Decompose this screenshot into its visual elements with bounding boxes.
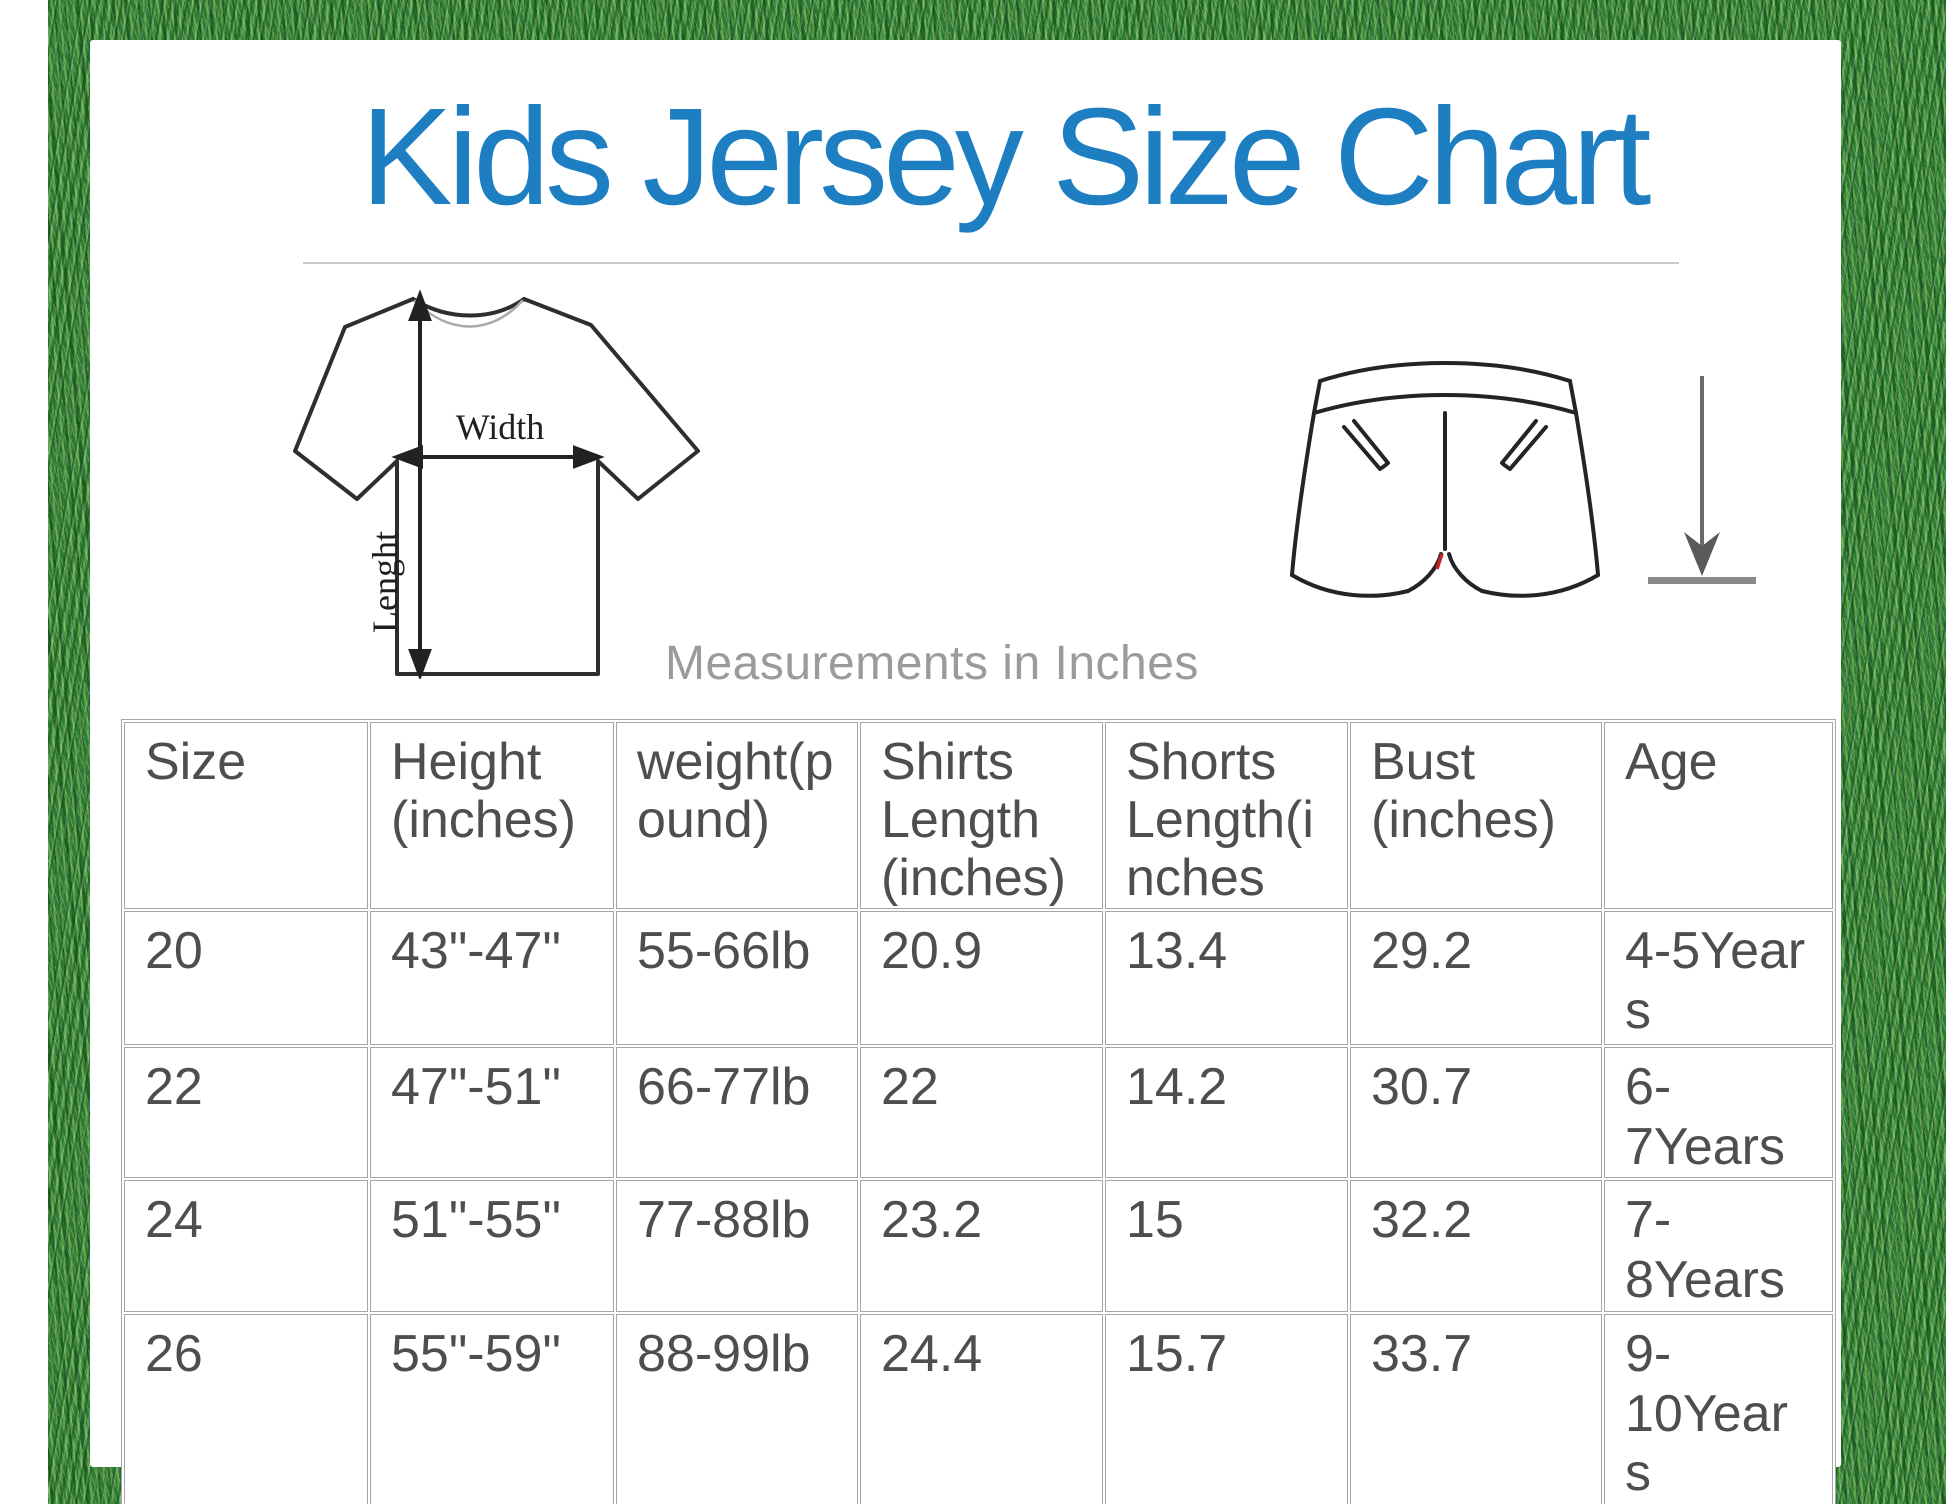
table-cell: 47"-51" bbox=[370, 1046, 614, 1179]
chart-card: Kids Jersey Size Chart Width Lengh bbox=[90, 40, 1841, 1504]
table-cell: 43"-47" bbox=[370, 910, 614, 1045]
table-cell: 33.7 bbox=[1350, 1313, 1602, 1504]
table-cell: 22 bbox=[124, 1046, 368, 1179]
table-cell: 22 bbox=[860, 1046, 1103, 1179]
column-header: Bust (inches) bbox=[1350, 722, 1602, 909]
measurements-note: Measurements in Inches bbox=[665, 637, 1199, 690]
column-header: weight(p ound) bbox=[616, 722, 858, 909]
table-row: 26 55"-59" 88-99lb 24.4 15.7 33.7 9-10Year s bbox=[124, 1313, 1833, 1504]
table-cell: 51"-55" bbox=[370, 1180, 614, 1312]
column-header: Shirts Length (inches) bbox=[860, 722, 1103, 909]
size-table: Size Height (inches) weight(p ound) Shirts … bbox=[121, 719, 1836, 1504]
table-header-row: Size Height (inches) weight(p ound) Shirts … bbox=[124, 722, 1833, 909]
table-cell: 6-7Years bbox=[1604, 1046, 1833, 1179]
table-cell: 7-8Years bbox=[1604, 1180, 1833, 1312]
table-cell: 66-77lb bbox=[616, 1046, 858, 1179]
column-header: Size bbox=[124, 722, 368, 909]
table-cell: 20 bbox=[124, 910, 368, 1045]
column-header: Age bbox=[1604, 722, 1833, 909]
table-cell: 13.4 bbox=[1105, 910, 1348, 1045]
shirt-width-label: Width bbox=[456, 407, 545, 447]
shorts-red-seam-mark bbox=[1435, 553, 1444, 570]
left-margin-strip bbox=[0, 0, 48, 1504]
table-cell: 20.9 bbox=[860, 910, 1103, 1045]
page-title: Kids Jersey Size Chart bbox=[360, 80, 1652, 234]
table-cell: 55-66lb bbox=[616, 910, 858, 1045]
length-arrow-icon bbox=[1648, 376, 1756, 584]
table-row: 24 51"-55" 77-88lb 23.2 15 32.2 7-8Years bbox=[124, 1180, 1833, 1312]
table-cell: 26 bbox=[124, 1313, 368, 1504]
table-cell: 88-99lb bbox=[616, 1313, 858, 1504]
table-body: 20 43"-47" 55-66lb 20.9 13.4 29.2 4-5Year s 22 4… bbox=[124, 910, 1833, 1504]
shirt-length-label: Lenght bbox=[365, 531, 405, 633]
table-cell: 24.4 bbox=[860, 1313, 1103, 1504]
table-cell: 32.2 bbox=[1350, 1180, 1602, 1312]
table-cell: 9-10Year s bbox=[1604, 1313, 1833, 1504]
table-cell: 24 bbox=[124, 1180, 368, 1312]
table-cell: 15 bbox=[1105, 1180, 1348, 1312]
title-divider bbox=[303, 262, 1679, 264]
table-cell: 23.2 bbox=[860, 1180, 1103, 1312]
table-cell: 14.2 bbox=[1105, 1046, 1348, 1179]
column-header: Shorts Length(i nches bbox=[1105, 722, 1348, 909]
table-cell: 4-5Year s bbox=[1604, 910, 1833, 1045]
table-row: 20 43"-47" 55-66lb 20.9 13.4 29.2 4-5Year s bbox=[124, 910, 1833, 1045]
shorts-diagram-icon bbox=[1290, 361, 1600, 598]
tshirt-diagram-icon: Width Lenght bbox=[293, 289, 700, 679]
table-cell: 29.2 bbox=[1350, 910, 1602, 1045]
column-header: Height (inches) bbox=[370, 722, 614, 909]
table-cell: 77-88lb bbox=[616, 1180, 858, 1312]
table-cell: 30.7 bbox=[1350, 1046, 1602, 1179]
table-cell: 15.7 bbox=[1105, 1313, 1348, 1504]
table-row: 22 47"-51" 66-77lb 22 14.2 30.7 6-7Years bbox=[124, 1046, 1833, 1179]
table-cell: 55"-59" bbox=[370, 1313, 614, 1504]
